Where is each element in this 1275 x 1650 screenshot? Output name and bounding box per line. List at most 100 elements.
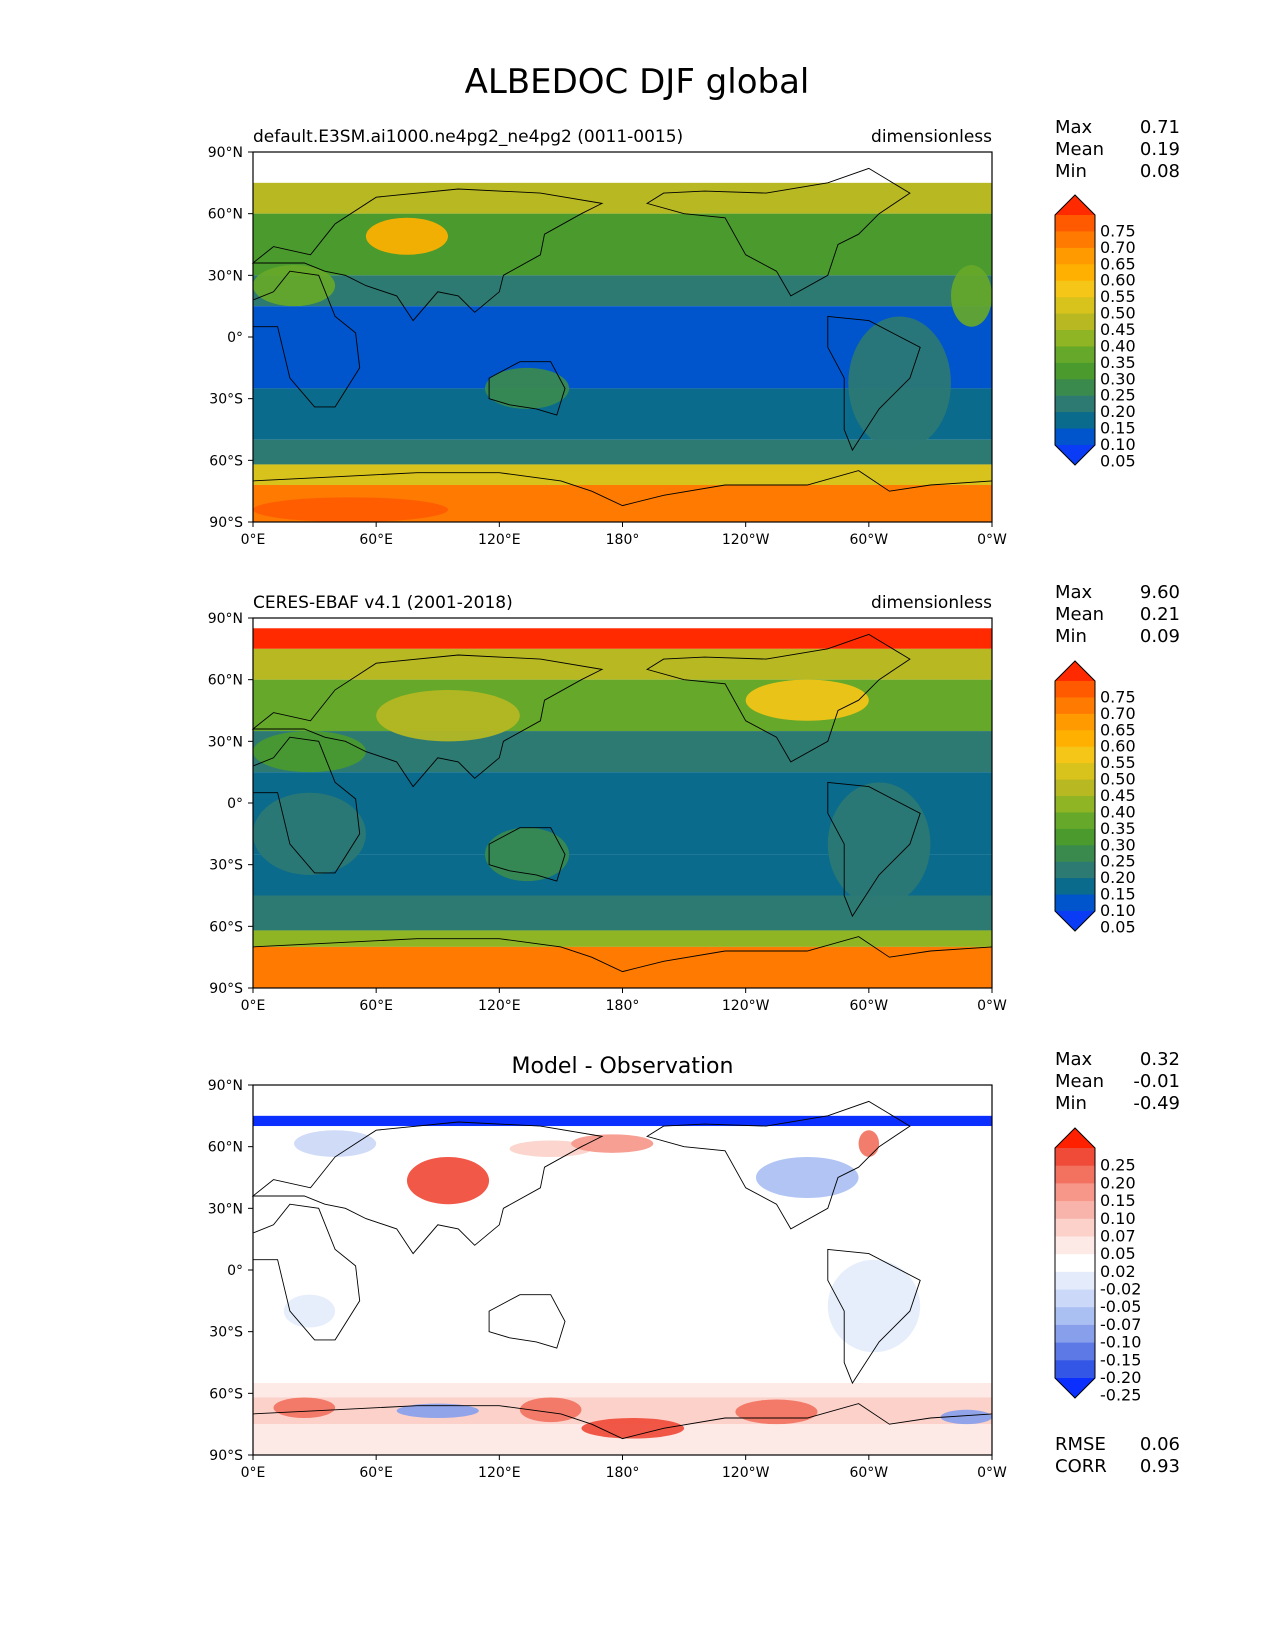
field-region bbox=[294, 1130, 377, 1157]
field-region bbox=[940, 1409, 992, 1425]
field-region bbox=[253, 497, 449, 522]
colorbar-segment bbox=[1055, 1201, 1095, 1220]
lat-tick-label: 0° bbox=[227, 1263, 243, 1279]
lon-tick-label: 120°W bbox=[722, 1465, 770, 1481]
colorbar-segment bbox=[1055, 412, 1095, 430]
colorbar-tick-label: 0.20 bbox=[1100, 868, 1136, 887]
colorbar-tick-label: 0.35 bbox=[1100, 819, 1136, 838]
stat-value: 0.21 bbox=[1140, 604, 1180, 625]
field-region bbox=[827, 1259, 921, 1353]
colorbar-extend-bottom bbox=[1055, 445, 1095, 465]
colorbar-tick-label: 0.75 bbox=[1100, 221, 1136, 240]
lon-tick-label: 180° bbox=[606, 998, 640, 1014]
colorbar-tick-label: -0.05 bbox=[1100, 1297, 1141, 1316]
colorbar-segment bbox=[1055, 330, 1095, 347]
colorbar-segment bbox=[1055, 878, 1095, 896]
colorbar-tick-label: 0.45 bbox=[1100, 320, 1136, 339]
colorbar-segment bbox=[1055, 231, 1095, 249]
lon-tick-label: 60°W bbox=[849, 532, 888, 548]
colorbar-tick-label: 0.30 bbox=[1100, 835, 1136, 854]
colorbar-segment bbox=[1055, 1360, 1095, 1379]
field-band bbox=[253, 1115, 992, 1127]
colorbar-segment bbox=[1055, 713, 1095, 731]
colorbar-tick-label: 0.60 bbox=[1100, 737, 1136, 756]
coastline bbox=[488, 361, 566, 416]
colorbar-segment bbox=[1055, 779, 1095, 797]
coastline bbox=[252, 736, 361, 874]
field-band bbox=[253, 275, 992, 307]
coastline bbox=[645, 1100, 911, 1230]
lon-tick-label: 60°E bbox=[359, 532, 393, 548]
colorbar-tick-label: 0.05 bbox=[1100, 451, 1136, 470]
field-band bbox=[253, 679, 992, 732]
coastline bbox=[252, 1203, 361, 1341]
coastline bbox=[252, 270, 361, 408]
lon-tick-label: 180° bbox=[606, 532, 640, 548]
field-band bbox=[253, 648, 992, 680]
stat-label: Max bbox=[1055, 1049, 1093, 1070]
lon-tick-label: 0°E bbox=[241, 998, 266, 1014]
coastline bbox=[827, 781, 921, 918]
colorbar-segment bbox=[1055, 1236, 1095, 1255]
colorbar-segment bbox=[1055, 362, 1095, 380]
colorbar-segment bbox=[1055, 796, 1095, 813]
stat-value: 0.06 bbox=[1140, 1434, 1180, 1455]
field-region bbox=[950, 265, 992, 327]
lat-tick-label: 60°N bbox=[208, 673, 243, 689]
colorbar-segment bbox=[1055, 1289, 1095, 1308]
stat-value: -0.01 bbox=[1133, 1071, 1180, 1092]
colorbar-segment bbox=[1055, 1218, 1095, 1237]
colorbar-tick-label: 0.45 bbox=[1100, 786, 1136, 805]
colorbar-tick-label: 0.40 bbox=[1100, 802, 1136, 821]
colorbar-tick-label: -0.10 bbox=[1100, 1333, 1141, 1352]
colorbar-segment bbox=[1055, 264, 1095, 282]
panel-title-left: CERES-EBAF v4.1 (2001-2018) bbox=[253, 593, 513, 613]
lon-tick-label: 0°E bbox=[241, 1465, 266, 1481]
colorbar-tick-label: 0.05 bbox=[1100, 1244, 1136, 1263]
stat-label: Max bbox=[1055, 117, 1093, 138]
panel-units: dimensionless bbox=[871, 127, 992, 147]
field-band bbox=[253, 930, 992, 947]
colorbar-segment bbox=[1055, 280, 1095, 298]
lat-tick-label: 30°N bbox=[208, 734, 243, 750]
lon-tick-label: 180° bbox=[606, 1465, 640, 1481]
field-region bbox=[253, 792, 366, 875]
colorbar-segment bbox=[1055, 247, 1095, 265]
colorbar-tick-label: 0.70 bbox=[1100, 238, 1136, 257]
colorbar-segment bbox=[1055, 1342, 1095, 1361]
stat-value: 9.60 bbox=[1140, 582, 1180, 603]
stat-label: Max bbox=[1055, 582, 1093, 603]
colorbar-tick-label: -0.15 bbox=[1100, 1350, 1141, 1369]
stat-value: 0.32 bbox=[1140, 1049, 1180, 1070]
colorbar-tick-label: 0.15 bbox=[1100, 1191, 1136, 1210]
field-region bbox=[755, 1156, 859, 1199]
colorbar-outline bbox=[1054, 660, 1096, 932]
field-band bbox=[253, 213, 992, 276]
stat-label: Mean bbox=[1055, 604, 1104, 625]
field-region bbox=[827, 782, 931, 906]
colorbar-tick-label: 0.10 bbox=[1100, 435, 1136, 454]
stat-value: 0.19 bbox=[1140, 139, 1180, 160]
panel-title: Model - Observation bbox=[512, 1054, 734, 1079]
coastline bbox=[252, 936, 993, 973]
field-band bbox=[253, 1383, 992, 1398]
colorbar-segment bbox=[1055, 763, 1095, 781]
lat-tick-label: 60°S bbox=[209, 1386, 243, 1402]
colorbar-tick-label: 0.50 bbox=[1100, 770, 1136, 789]
colorbar-tick-label: 0.75 bbox=[1100, 687, 1136, 706]
coastline bbox=[251, 654, 604, 788]
colorbar-tick-label: 0.65 bbox=[1100, 254, 1136, 273]
colorbar-tick-label: 0.60 bbox=[1100, 271, 1136, 290]
colorbar-segment bbox=[1055, 1148, 1095, 1167]
lat-tick-label: 30°N bbox=[208, 1201, 243, 1217]
lon-tick-label: 60°E bbox=[359, 1465, 393, 1481]
lon-tick-label: 0°W bbox=[977, 1465, 1007, 1481]
colorbar-tick-label: 0.40 bbox=[1100, 336, 1136, 355]
colorbar-outline bbox=[1054, 1127, 1096, 1399]
field-region bbox=[365, 217, 449, 255]
colorbar-segment bbox=[1055, 1324, 1095, 1344]
colorbar-outline bbox=[1054, 194, 1096, 466]
colorbar-extend-bottom bbox=[1055, 911, 1095, 931]
panel-title-left: default.E3SM.ai1000.ne4pg2_ne4pg2 (0011-… bbox=[253, 127, 683, 147]
lat-tick-label: 90°S bbox=[209, 1448, 243, 1464]
